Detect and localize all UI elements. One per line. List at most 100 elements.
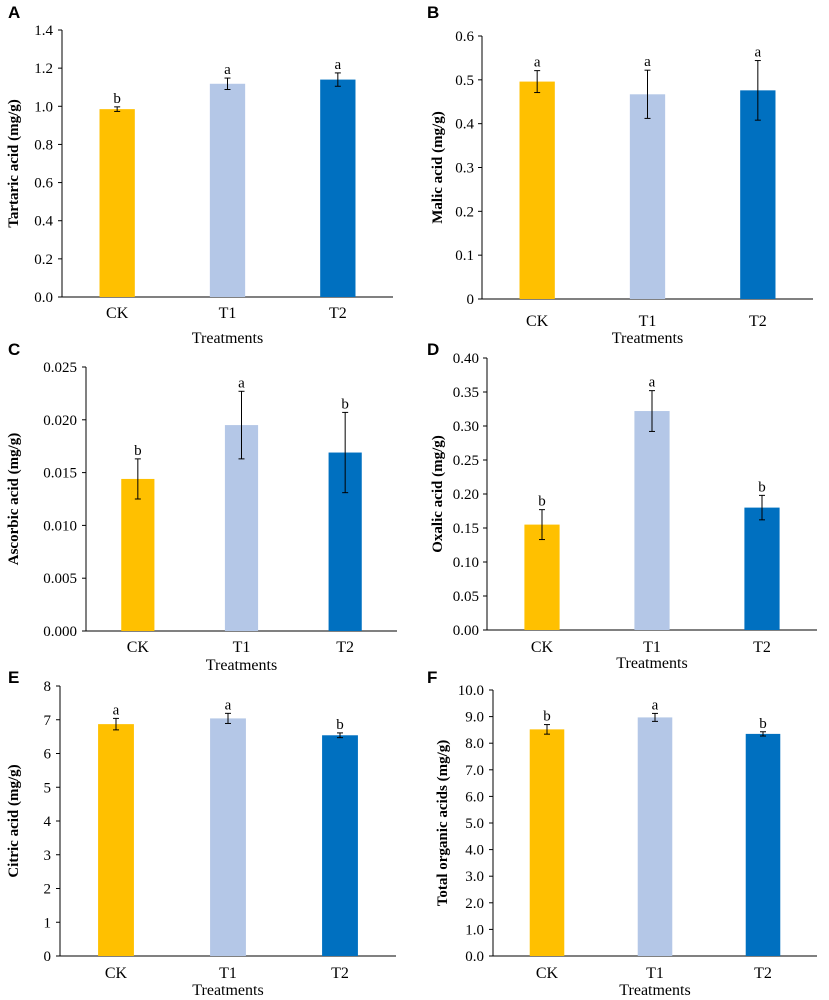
- panel-a-y-tick-label: 1.2: [34, 61, 53, 77]
- panel-f-y-tick-label: 8.0: [465, 736, 484, 752]
- panel-b-category-label: CK: [526, 313, 549, 330]
- panel-c-significance-t2: b: [341, 396, 349, 412]
- panel-a-y-tick-label: 1.0: [34, 99, 53, 115]
- panel-e-y-tick-label: 3: [44, 848, 52, 864]
- panel-c-bar-ck: [121, 478, 155, 631]
- panel-a-y-tick-label: 0.6: [34, 176, 53, 192]
- panel-d-x-label: Treatments: [616, 655, 687, 672]
- panel-b-bar-ck: [519, 81, 555, 299]
- panel-f-bar-t1: [637, 717, 673, 956]
- panel-a-category-label: T2: [329, 305, 347, 322]
- panel-e-category-label: CK: [105, 965, 128, 982]
- panel-b-y-tick-label: 0: [467, 292, 475, 308]
- panel-b-significance-ck: a: [534, 55, 541, 71]
- panel-f-significance-t2: b: [759, 716, 767, 732]
- panel-d-y-tick-label: 0.15: [453, 521, 479, 537]
- panel-b: B 0 0.1 0.2 0.3 0.4 0.5 0.6 a CK a T1 a T2 Treatments M…: [427, 3, 813, 347]
- panel-a-y-label: Tartaric acid (mg/g): [6, 99, 22, 228]
- panel-c-category-label: T1: [233, 639, 251, 656]
- panel-f-category-label: T2: [754, 965, 772, 982]
- panel-d-y-label: Oxalic acid (mg/g): [430, 435, 446, 552]
- panel-a-category-label: CK: [106, 305, 129, 322]
- panel-e-bar-t1: [210, 718, 246, 956]
- panel-d-significance-t2: b: [758, 479, 766, 495]
- panel-f-y-tick-label: 1.0: [465, 922, 484, 938]
- panel-c: C 0.000 0.005 0.010 0.015 0.020 0.025 b CK a T1 b T2…: [6, 340, 397, 674]
- panel-b-y-tick-label: 0.3: [455, 161, 474, 177]
- panel-e-y-tick-label: 4: [44, 814, 52, 830]
- panel-f-significance-ck: b: [543, 709, 551, 725]
- panel-d-category-label: T2: [753, 639, 771, 656]
- panel-b-y-tick-label: 0.2: [455, 204, 474, 220]
- panel-e-bar-t2: [322, 735, 358, 956]
- panel-b-y-tick-label: 0.1: [455, 248, 474, 264]
- panel-e-y-tick-label: 7: [44, 713, 52, 729]
- panel-a-bar-ck: [99, 109, 135, 298]
- panel-b-category-label: T2: [749, 313, 767, 330]
- panel-d-y-tick-label: 0.20: [453, 487, 479, 503]
- panel-e-y-tick-label: 2: [44, 882, 52, 898]
- panel-f-y-tick-label: 6.0: [465, 789, 484, 805]
- panel-a-significance-t2: a: [334, 57, 341, 73]
- panel-f-y-tick-label: 3.0: [465, 869, 484, 885]
- panel-f-y-tick-label: 7.0: [465, 763, 484, 779]
- panel-b-y-tick-label: 0.6: [455, 29, 474, 45]
- panel-b-letter: B: [427, 3, 439, 22]
- panel-c-y-tick-label: 0.000: [43, 624, 77, 640]
- panel-f-y-tick-label: 9.0: [465, 710, 484, 726]
- panel-e-significance-t2: b: [336, 717, 344, 733]
- panel-d-category-label: CK: [531, 639, 554, 656]
- panel-c-significance-ck: b: [134, 443, 142, 459]
- panel-f-x-label: Treatments: [619, 982, 690, 999]
- panel-d-y-tick-label: 0.40: [453, 351, 479, 367]
- panel-b-bar-t1: [629, 94, 666, 299]
- panel-e-y-tick-label: 1: [44, 915, 52, 931]
- panel-e-category-label: T2: [331, 965, 349, 982]
- panel-d-y-tick-label: 0.05: [453, 589, 479, 605]
- panel-e-y-tick-label: 5: [44, 780, 52, 796]
- panel-f-significance-t1: a: [652, 697, 659, 713]
- panel-c-significance-t1: a: [238, 375, 245, 391]
- panel-f-y-tick-label: 0.0: [465, 949, 484, 965]
- panel-a-y-tick-label: 1.4: [34, 23, 53, 39]
- panel-b-y-label: Malic acid (mg/g): [430, 111, 446, 223]
- panel-a-significance-t1: a: [224, 62, 231, 78]
- panel-d-y-tick-label: 0.10: [453, 555, 479, 571]
- panel-c-letter: C: [8, 340, 20, 359]
- panel-d-significance-t1: a: [649, 375, 656, 391]
- panel-a-y-tick-label: 0.2: [34, 252, 53, 268]
- panel-e-y-label: Citric acid (mg/g): [6, 764, 22, 877]
- panel-a-bar-t1: [209, 83, 246, 297]
- panel-a-y-tick-label: 0.4: [34, 214, 53, 230]
- panel-d-y-tick-label: 0.35: [453, 385, 479, 401]
- panel-e-y-tick-label: 8: [44, 679, 52, 695]
- panel-b-bar-t2: [740, 90, 776, 299]
- panel-b-x-label: Treatments: [612, 330, 683, 347]
- panel-f-bar-ck: [529, 729, 565, 956]
- panel-e-letter: E: [8, 668, 19, 687]
- panel-d-bar-t1: [634, 411, 670, 630]
- panel-a-x-label: Treatments: [192, 330, 263, 347]
- panel-b-significance-t1: a: [644, 54, 651, 70]
- panel-f: F 0.0 1.0 2.0 3.0 4.0 5.0 6.0 7.0 8.0 9.0 10.0 b CK a T…: [427, 668, 817, 999]
- panel-d-bar-ck: [524, 524, 560, 630]
- panel-b-y-tick-label: 0.5: [455, 73, 474, 89]
- panel-a-bar-t2: [320, 79, 356, 297]
- panel-f-category-label: CK: [536, 965, 559, 982]
- panel-c-y-tick-label: 0.020: [43, 413, 77, 429]
- panel-a-significance-ck: b: [113, 91, 121, 107]
- panel-f-category-label: T1: [646, 965, 664, 982]
- panel-d-y-tick-label: 0.25: [453, 453, 479, 469]
- panel-f-y-tick-label: 10.0: [458, 683, 484, 699]
- panel-a-category-label: T1: [219, 305, 237, 322]
- panel-d-significance-ck: b: [538, 494, 546, 510]
- panel-d-bar-t2: [744, 507, 780, 630]
- panel-c-bar-t1: [224, 425, 259, 631]
- panel-a-y-tick-label: 0.0: [34, 290, 53, 306]
- panel-e-category-label: T1: [219, 965, 237, 982]
- panel-e-y-tick-label: 6: [44, 747, 52, 763]
- panel-c-y-tick-label: 0.025: [43, 360, 77, 376]
- panel-f-y-label: Total organic acids (mg/g): [435, 740, 451, 907]
- panel-c-y-tick-label: 0.015: [43, 466, 77, 482]
- panel-f-letter: F: [427, 668, 437, 687]
